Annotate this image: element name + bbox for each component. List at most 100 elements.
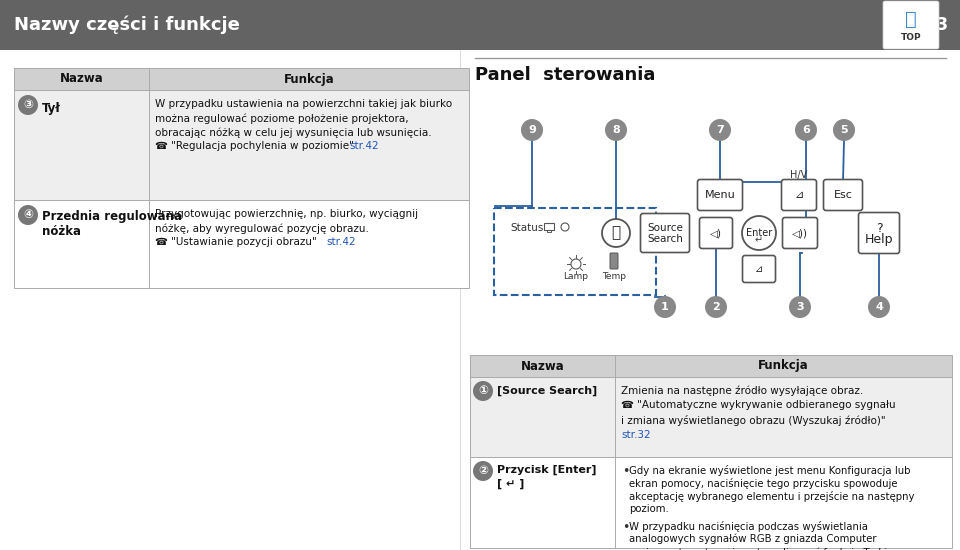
Text: Search: Search — [647, 234, 683, 244]
Text: Help: Help — [865, 233, 893, 245]
Text: ⊿: ⊿ — [755, 264, 763, 274]
Text: 7: 7 — [716, 125, 724, 135]
Text: nóżka: nóżka — [42, 225, 81, 238]
Text: Status: Status — [510, 223, 543, 233]
Text: Przednia regulowana: Przednia regulowana — [42, 210, 182, 223]
Text: •: • — [622, 465, 630, 478]
Text: 13: 13 — [924, 16, 948, 34]
FancyBboxPatch shape — [700, 217, 732, 249]
Text: 4: 4 — [876, 302, 883, 312]
Text: można automatycznie optymalizować funkcje Traking,: można automatycznie optymalizować funkcj… — [629, 547, 903, 550]
Text: ①: ① — [478, 384, 488, 398]
Text: Funkcja: Funkcja — [283, 73, 334, 85]
Text: W przypadku ustawienia na powierzchni takiej jak biurko: W przypadku ustawienia na powierzchni ta… — [155, 99, 452, 109]
Text: str.42: str.42 — [326, 237, 355, 247]
Circle shape — [742, 216, 776, 250]
Text: obracając nóżką w celu jej wysunięcia lub wsunięcia.: obracając nóżką w celu jej wysunięcia lu… — [155, 127, 432, 138]
FancyBboxPatch shape — [883, 1, 939, 49]
Bar — [544, 223, 554, 230]
Text: Nazwy części i funkcje: Nazwy części i funkcje — [14, 16, 240, 34]
Text: ②: ② — [478, 465, 488, 477]
Text: nóżkę, aby wyregulować pozycję obrazu.: nóżkę, aby wyregulować pozycję obrazu. — [155, 223, 369, 234]
Text: TOP: TOP — [900, 33, 922, 42]
Circle shape — [473, 381, 493, 401]
Ellipse shape — [868, 296, 890, 318]
FancyBboxPatch shape — [640, 213, 689, 252]
Text: 1: 1 — [661, 302, 669, 312]
Text: Przycisk [Enter]: Przycisk [Enter] — [497, 465, 596, 475]
Text: Zmienia na następne źródło wysyłające obraz.: Zmienia na następne źródło wysyłające ob… — [621, 385, 863, 395]
Bar — [14, 200, 469, 288]
Text: ↵: ↵ — [755, 235, 763, 245]
Text: Menu: Menu — [705, 190, 735, 200]
Text: W przypadku naciśnięcia podczas wyświetlania: W przypadku naciśnięcia podczas wyświetl… — [629, 521, 868, 532]
Text: Source: Source — [647, 223, 683, 233]
Text: 9: 9 — [528, 125, 536, 135]
Text: akceptację wybranego elementu i przejście na następny: akceptację wybranego elementu i przejści… — [629, 491, 915, 502]
Text: 5: 5 — [840, 125, 848, 135]
Text: ⊿: ⊿ — [794, 190, 804, 200]
Text: ◁)): ◁)) — [792, 228, 808, 238]
Bar — [470, 457, 952, 548]
Text: ☎ "Regulacja pochylenia w poziomie": ☎ "Regulacja pochylenia w poziomie" — [155, 141, 357, 151]
Text: Przygotowując powierzchnię, np. biurko, wyciągnij: Przygotowując powierzchnię, np. biurko, … — [155, 209, 419, 219]
Circle shape — [18, 205, 38, 225]
Circle shape — [602, 219, 630, 247]
Text: 6: 6 — [802, 125, 810, 135]
Ellipse shape — [605, 119, 627, 141]
Text: 🏠: 🏠 — [905, 10, 917, 29]
Text: Enter: Enter — [746, 228, 772, 238]
Ellipse shape — [795, 119, 817, 141]
Circle shape — [18, 95, 38, 115]
Ellipse shape — [521, 119, 543, 141]
Text: ?: ? — [876, 222, 882, 234]
Text: 8: 8 — [612, 125, 620, 135]
Text: 3: 3 — [796, 302, 804, 312]
Text: Nazwa: Nazwa — [60, 73, 104, 85]
Text: Gdy na ekranie wyświetlone jest menu Konfiguracja lub: Gdy na ekranie wyświetlone jest menu Kon… — [629, 465, 910, 476]
Text: ☎ "Ustawianie pozycji obrazu": ☎ "Ustawianie pozycji obrazu" — [155, 237, 320, 247]
FancyBboxPatch shape — [858, 212, 900, 254]
FancyBboxPatch shape — [782, 217, 818, 249]
Ellipse shape — [709, 119, 731, 141]
Text: Nazwa: Nazwa — [520, 360, 564, 372]
Text: Panel  sterowania: Panel sterowania — [475, 66, 656, 84]
Ellipse shape — [833, 119, 855, 141]
Ellipse shape — [789, 296, 811, 318]
Text: Esc: Esc — [833, 190, 852, 200]
Text: Tył: Tył — [42, 102, 60, 115]
Text: H/V: H/V — [790, 170, 807, 180]
Text: [Source Search]: [Source Search] — [497, 386, 597, 396]
Circle shape — [473, 461, 493, 481]
Text: ④: ④ — [23, 208, 33, 222]
Text: ③: ③ — [23, 98, 33, 112]
Text: Lamp: Lamp — [564, 272, 588, 281]
Text: Funkcja: Funkcja — [758, 360, 809, 372]
Text: Temp: Temp — [602, 272, 626, 281]
Text: można regulować poziome położenie projektora,: można regulować poziome położenie projek… — [155, 113, 409, 124]
Text: ◁): ◁) — [710, 228, 722, 238]
Text: ⏻: ⏻ — [612, 226, 620, 240]
Text: ☎ "Automatyczne wykrywanie odbieranego sygnału: ☎ "Automatyczne wykrywanie odbieranego s… — [621, 400, 896, 410]
FancyBboxPatch shape — [610, 253, 618, 269]
Text: [ ↵ ]: [ ↵ ] — [497, 479, 524, 490]
Text: str.42: str.42 — [349, 141, 378, 151]
Bar — [470, 355, 952, 377]
Bar — [0, 0, 960, 50]
Text: analogowych sygnałów RGB z gniazda Computer: analogowych sygnałów RGB z gniazda Compu… — [629, 534, 876, 544]
FancyBboxPatch shape — [742, 256, 776, 283]
Text: i zmiana wyświetlanego obrazu (Wyszukaj źródło)": i zmiana wyświetlanego obrazu (Wyszukaj … — [621, 415, 886, 426]
FancyBboxPatch shape — [698, 179, 742, 211]
Text: str.32: str.32 — [621, 430, 651, 440]
Bar — [470, 377, 952, 457]
Text: •: • — [622, 521, 630, 534]
Bar — [547, 230, 551, 232]
Bar — [14, 90, 469, 200]
Text: ekran pomocy, naciśnięcie tego przycisku spowoduje: ekran pomocy, naciśnięcie tego przycisku… — [629, 478, 898, 489]
FancyBboxPatch shape — [781, 179, 817, 211]
Ellipse shape — [654, 296, 676, 318]
Text: 2: 2 — [712, 302, 720, 312]
Text: poziom.: poziom. — [629, 504, 669, 514]
FancyBboxPatch shape — [824, 179, 862, 211]
Bar — [14, 68, 469, 90]
